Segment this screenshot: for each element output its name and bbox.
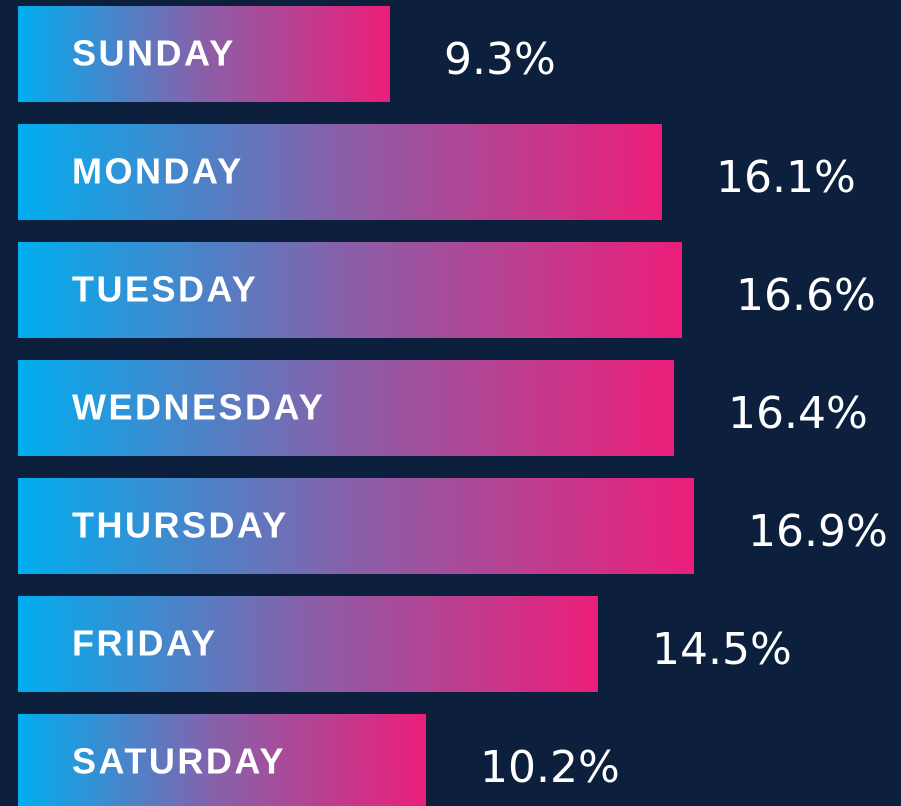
category-label: SATURDAY (72, 741, 286, 782)
bar (18, 6, 390, 102)
category-label: WEDNESDAY (72, 387, 325, 428)
category-label: FRIDAY (72, 623, 218, 664)
value-label: 10.2% (480, 742, 620, 793)
value-label: 16.1% (716, 152, 856, 203)
category-label: SUNDAY (72, 33, 236, 74)
bar (18, 714, 426, 806)
value-label: 14.5% (652, 624, 792, 675)
category-label: MONDAY (72, 151, 244, 192)
value-label: 9.3% (444, 34, 556, 85)
bar (18, 242, 682, 338)
value-label: 16.6% (736, 270, 876, 321)
bar (18, 478, 694, 574)
bar (18, 596, 598, 692)
category-label: TUESDAY (72, 269, 258, 310)
value-label: 16.9% (748, 506, 888, 557)
value-label: 16.4% (728, 388, 868, 439)
category-label: THURSDAY (72, 505, 289, 546)
bar (18, 360, 674, 456)
bar (18, 124, 662, 220)
